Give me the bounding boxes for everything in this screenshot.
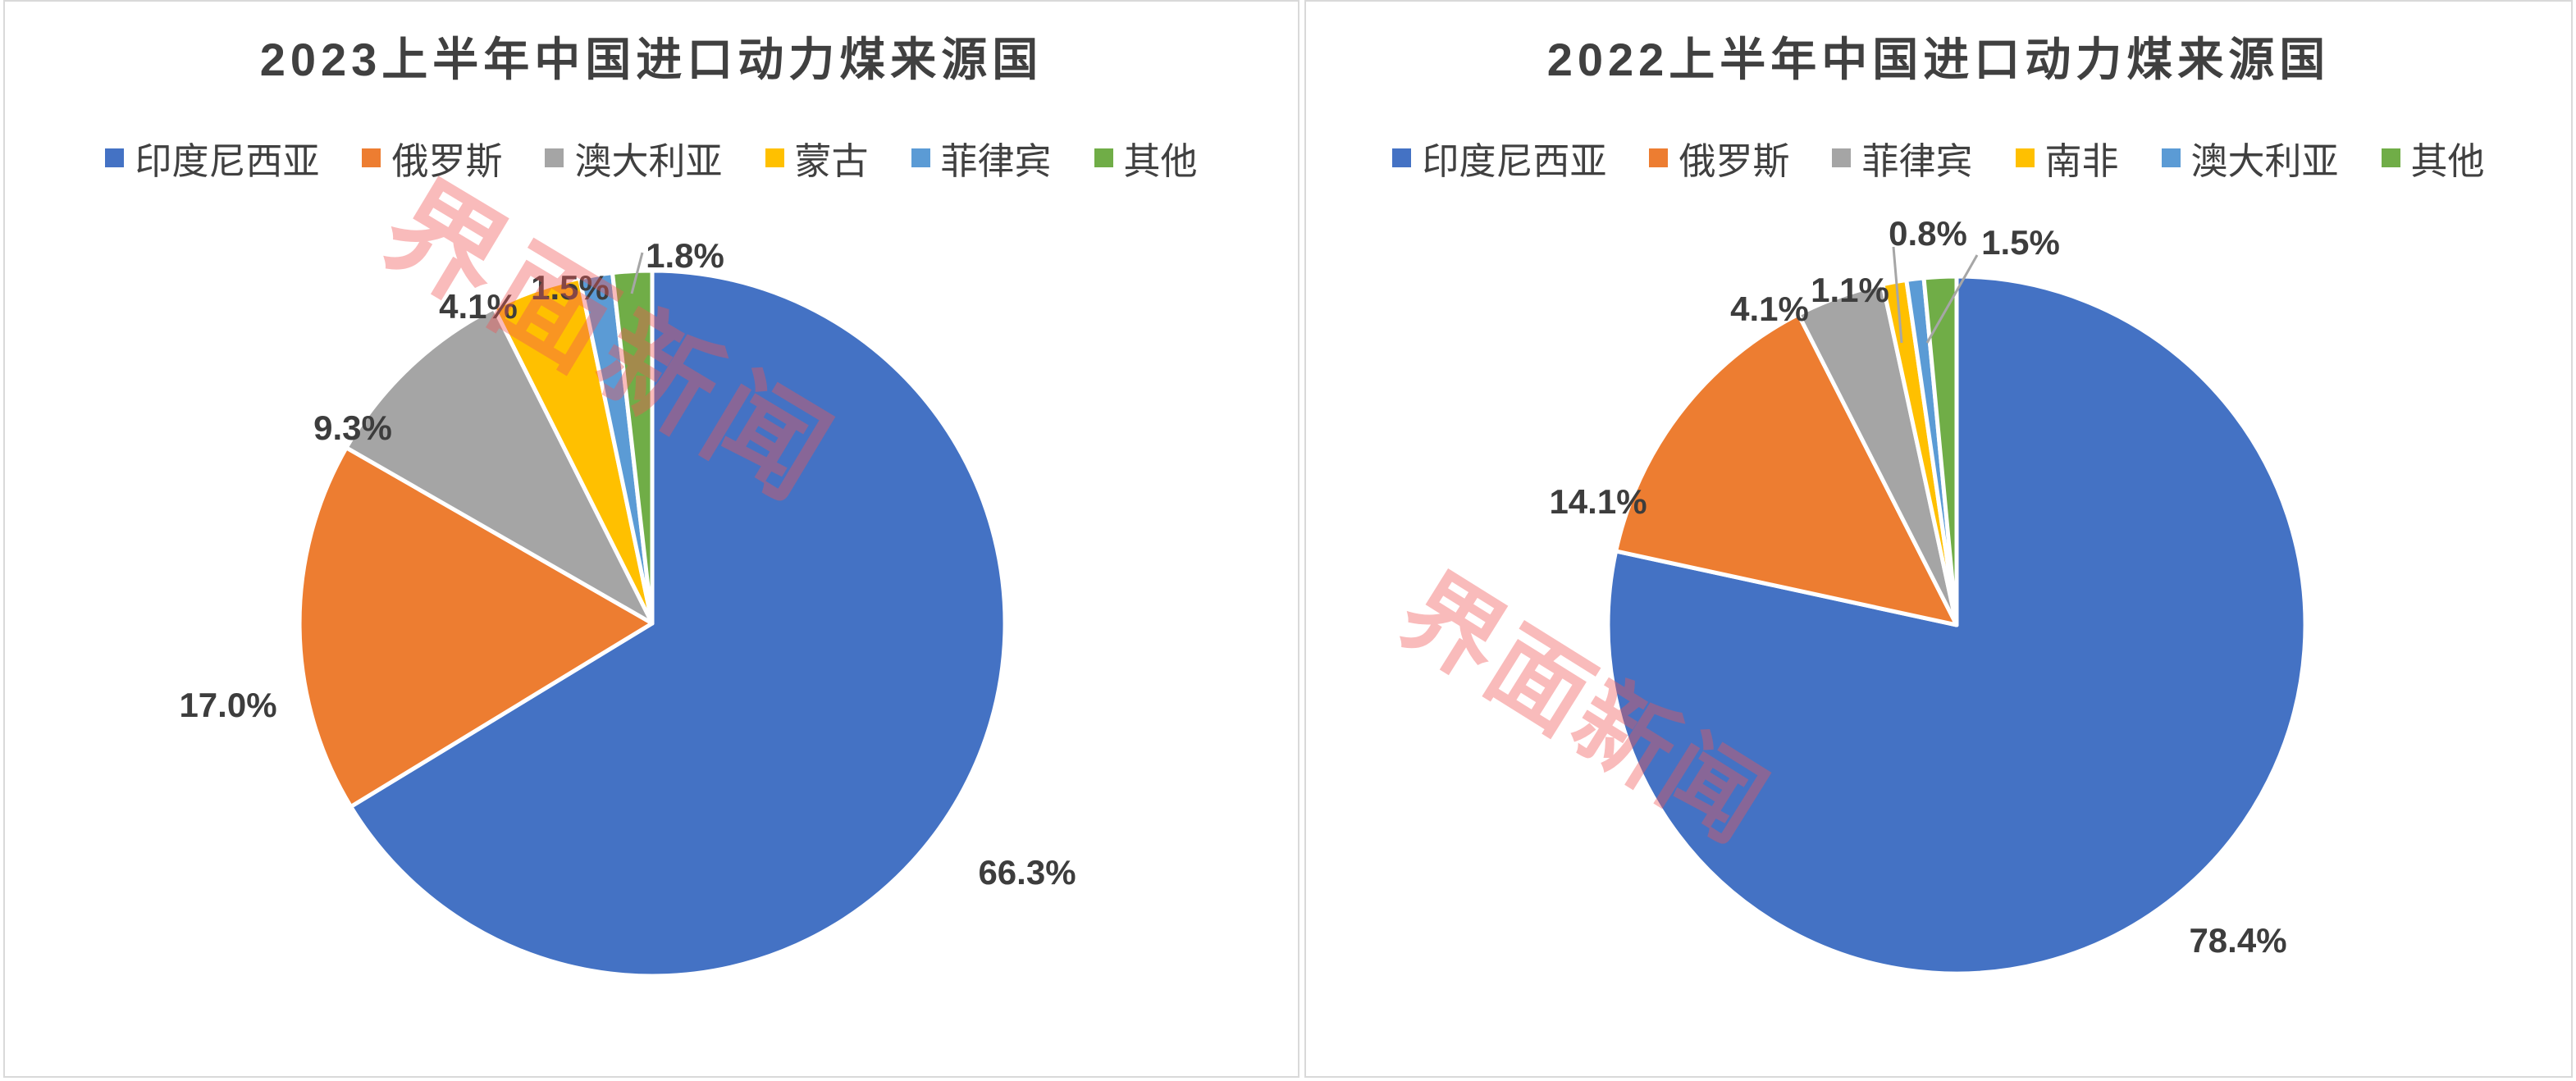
chart-panel-2022h1: 2022上半年中国进口动力煤来源国 印度尼西亚 俄罗斯 菲律宾 南非 澳大利亚 其他 78…: [1304, 0, 2573, 1078]
legend-item: 印度尼西亚: [1392, 131, 1606, 185]
legend-swatch-icon: [105, 148, 125, 167]
data-label: 9.3%: [313, 408, 392, 447]
legend-swatch-icon: [1392, 148, 1412, 167]
legend-swatch-icon: [2161, 148, 2181, 167]
legend-swatch-icon: [911, 148, 930, 167]
legend-label: 澳大利亚: [574, 140, 723, 182]
legend-item: 俄罗斯: [362, 131, 502, 185]
legend-label: 俄罗斯: [391, 140, 503, 182]
data-label: 1.8%: [646, 236, 724, 275]
pie-slice: [344, 306, 655, 626]
legend-item: 印度尼西亚: [105, 131, 319, 185]
legend-label: 俄罗斯: [1679, 140, 1790, 182]
legend-swatch-icon: [2381, 148, 2400, 167]
legend-item: 澳大利亚: [545, 131, 723, 185]
legend-swatch-icon: [1094, 148, 1113, 167]
legend-label: 其他: [1123, 140, 1198, 182]
legend-swatch-icon: [545, 148, 564, 167]
legend-item: 其他: [2381, 131, 2485, 185]
pie-slice: [1614, 312, 1959, 627]
chart-title: 2022上半年中国进口动力煤来源国: [1546, 34, 2331, 85]
legend-item: 澳大利亚: [2161, 131, 2339, 185]
legend-item: 菲律宾: [1832, 131, 1973, 185]
legend-label: 菲律宾: [1861, 140, 1973, 182]
legend-label: 其他: [2410, 140, 2485, 182]
pie-chart-svg: [297, 252, 1007, 978]
chart-legend: 印度尼西亚 俄罗斯 澳大利亚 蒙古 菲律宾 其他: [5, 131, 1298, 185]
data-label: 17.0%: [179, 686, 277, 724]
pie-slice: [297, 445, 655, 809]
legend-item: 俄罗斯: [1649, 131, 1789, 185]
chart-legend: 印度尼西亚 俄罗斯 菲律宾 南非 澳大利亚 其他: [1306, 131, 2571, 185]
data-label: 78.4%: [2189, 921, 2287, 960]
pie-slice: [610, 268, 655, 626]
legend-swatch-icon: [1649, 148, 1669, 167]
legend-item: 南非: [2015, 131, 2119, 185]
data-label: 4.1%: [1730, 290, 1809, 328]
legend-item: 蒙古: [765, 131, 869, 185]
chart-title: 2023上半年中国进口动力煤来源国: [259, 34, 1044, 85]
legend-label: 菲律宾: [940, 140, 1052, 182]
legend-label: 南非: [2044, 140, 2119, 182]
legend-swatch-icon: [2015, 148, 2035, 167]
legend-label: 印度尼西亚: [135, 140, 320, 182]
pie-chart-svg: [1605, 246, 2308, 976]
data-label: 0.8%: [1889, 214, 1967, 253]
data-label: 1.5%: [1981, 223, 2060, 262]
pie-chart-area: 78.4% 14.1% 4.1% 1.1% 0.8% 1.5%: [1306, 2, 2571, 1076]
pie-slice: [1921, 274, 1959, 627]
data-label: 1.5%: [531, 268, 610, 307]
data-label: 66.3%: [978, 853, 1076, 892]
data-label: 1.1%: [1811, 271, 1889, 309]
pie-chart-area: 66.3% 17.0% 9.3% 4.1% 1.5% 1.8%: [5, 2, 1298, 1076]
pie-slice: [349, 268, 1007, 978]
legend-label: 印度尼西亚: [1422, 140, 1607, 182]
chart-panel-2023h1: 2023上半年中国进口动力煤来源国 印度尼西亚 俄罗斯 澳大利亚 蒙古 菲律宾 其他 66…: [3, 0, 1299, 1078]
legend-label: 澳大利亚: [2190, 140, 2339, 182]
legend-item: 其他: [1094, 131, 1198, 185]
legend-swatch-icon: [765, 148, 784, 167]
leader-line: [1925, 254, 1979, 344]
legend-label: 蒙古: [794, 140, 869, 182]
legend-swatch-icon: [1832, 148, 1852, 167]
legend-item: 菲律宾: [911, 131, 1052, 185]
leader-line: [630, 252, 644, 294]
data-label: 4.1%: [439, 287, 518, 326]
leader-line: [1892, 246, 1903, 344]
legend-swatch-icon: [362, 148, 381, 167]
data-label: 14.1%: [1549, 482, 1647, 521]
